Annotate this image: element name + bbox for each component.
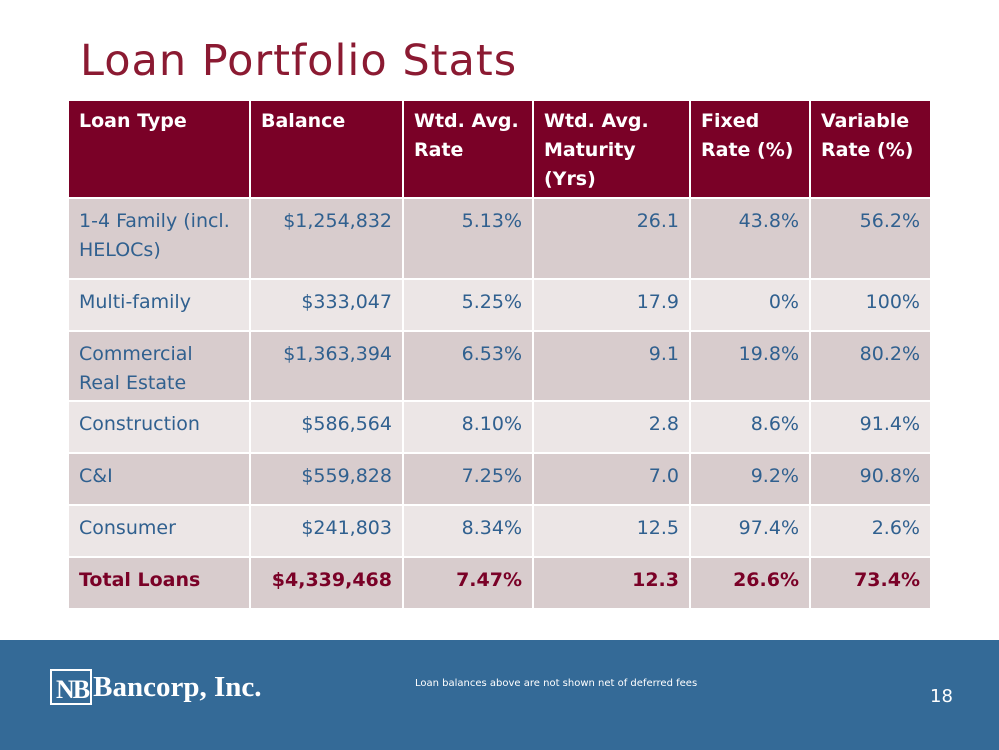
- table-cell: 9.1: [533, 331, 691, 402]
- table-cell: Consumer: [69, 505, 251, 558]
- table-cell: 7.47%: [403, 557, 534, 610]
- table-cell: 43.8%: [690, 198, 811, 280]
- table-cell: 1-4 Family (incl. HELOCs): [69, 198, 251, 280]
- table-cell: $333,047: [250, 279, 404, 332]
- table-cell: 6.53%: [403, 331, 534, 402]
- table-cell: 0%: [690, 279, 811, 332]
- table-cell: $4,339,468: [250, 557, 404, 610]
- company-logo: NB Bancorp, Inc.: [50, 669, 262, 705]
- table-row: Multi-family $333,047 5.25% 17.9 0% 100%: [69, 279, 930, 332]
- table-cell: 7.25%: [403, 453, 534, 506]
- table-cell: 17.9: [533, 279, 691, 332]
- footnote: Loan balances above are not shown net of…: [415, 678, 698, 689]
- table-cell: 90.8%: [810, 453, 930, 506]
- column-header: Wtd. Avg. Rate: [403, 101, 534, 199]
- table-row: Construction $586,564 8.10% 2.8 8.6% 91.…: [69, 401, 930, 454]
- table-cell: C&I: [69, 453, 251, 506]
- table-cell: 5.25%: [403, 279, 534, 332]
- loan-stats-table: Loan Type Balance Wtd. Avg. Rate Wtd. Av…: [69, 101, 930, 610]
- logo-mark: NB: [50, 669, 93, 705]
- table-cell: 19.8%: [690, 331, 811, 402]
- table-cell: 2.6%: [810, 505, 930, 558]
- column-header: Loan Type: [69, 101, 251, 199]
- column-header: Fixed Rate (%): [690, 101, 811, 199]
- footer-bar: NB Bancorp, Inc. Loan balances above are…: [0, 640, 999, 750]
- table-cell: 12.3: [533, 557, 691, 610]
- table-cell: $1,254,832: [250, 198, 404, 280]
- table-cell: 2.8: [533, 401, 691, 454]
- table-cell: 91.4%: [810, 401, 930, 454]
- slide-title: Loan Portfolio Stats: [80, 36, 518, 86]
- table-row: Consumer $241,803 8.34% 12.5 97.4% 2.6%: [69, 505, 930, 558]
- table-cell: Construction: [69, 401, 251, 454]
- page-number: 18: [930, 686, 953, 707]
- table-cell: 5.13%: [403, 198, 534, 280]
- table-header-row: Loan Type Balance Wtd. Avg. Rate Wtd. Av…: [69, 101, 930, 199]
- table-cell: 26.1: [533, 198, 691, 280]
- table-cell: Multi-family: [69, 279, 251, 332]
- table-row: Commercial Real Estate $1,363,394 6.53% …: [69, 331, 930, 402]
- table-cell: $559,828: [250, 453, 404, 506]
- table-cell: Commercial Real Estate: [69, 331, 251, 402]
- table-cell: 73.4%: [810, 557, 930, 610]
- table-cell: Total Loans: [69, 557, 251, 610]
- logo-name: Bancorp, Inc.: [93, 671, 262, 703]
- table-total-row: Total Loans $4,339,468 7.47% 12.3 26.6% …: [69, 557, 930, 610]
- table-cell: 26.6%: [690, 557, 811, 610]
- table-cell: 8.10%: [403, 401, 534, 454]
- table-cell: $1,363,394: [250, 331, 404, 402]
- table-cell: 8.6%: [690, 401, 811, 454]
- table-cell: 80.2%: [810, 331, 930, 402]
- table-cell: $241,803: [250, 505, 404, 558]
- table-cell: 9.2%: [690, 453, 811, 506]
- table-cell: 97.4%: [690, 505, 811, 558]
- table-row: 1-4 Family (incl. HELOCs) $1,254,832 5.1…: [69, 198, 930, 280]
- table-cell: $586,564: [250, 401, 404, 454]
- table-cell: 100%: [810, 279, 930, 332]
- table-cell: 12.5: [533, 505, 691, 558]
- table-cell: 56.2%: [810, 198, 930, 280]
- column-header: Balance: [250, 101, 404, 199]
- column-header: Wtd. Avg. Maturity (Yrs): [533, 101, 691, 199]
- table-cell: 8.34%: [403, 505, 534, 558]
- table-row: C&I $559,828 7.25% 7.0 9.2% 90.8%: [69, 453, 930, 506]
- table-cell: 7.0: [533, 453, 691, 506]
- column-header: Variable Rate (%): [810, 101, 930, 199]
